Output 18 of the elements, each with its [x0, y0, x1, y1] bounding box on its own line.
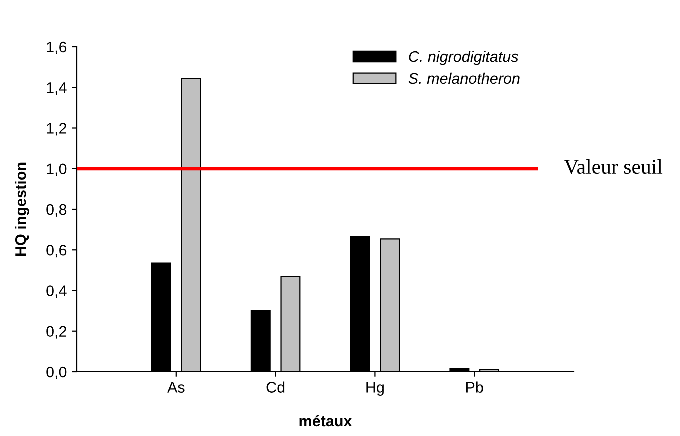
y-tick-label: 0,0 — [46, 366, 67, 380]
y-tick-label: 0,2 — [46, 326, 67, 339]
x-tick-label: Hg — [366, 382, 384, 396]
x-tick-label: Pb — [466, 382, 484, 393]
x-axis-title: métaux — [300, 415, 352, 427]
legend-label: S. melanotheron — [408, 72, 520, 84]
y-tick-label: 1,4 — [47, 82, 67, 96]
legend-label: C. nigrodigitatus — [409, 51, 518, 66]
x-tick-label: Cd — [266, 382, 285, 393]
y-tick-label: 1,0 — [47, 164, 67, 176]
y-tick-label: 1,2 — [47, 123, 67, 136]
y-tick-label: 0,8 — [46, 204, 67, 217]
y-tick-label: 0,6 — [46, 244, 67, 258]
y-tick-label: 1,6 — [47, 42, 67, 54]
y-tick-label: 0,4 — [46, 286, 67, 298]
x-tick-label: As — [168, 382, 185, 393]
y-axis-title: HQ ingestion — [15, 162, 30, 256]
ref-line-label: Valeur seuil — [564, 159, 663, 174]
